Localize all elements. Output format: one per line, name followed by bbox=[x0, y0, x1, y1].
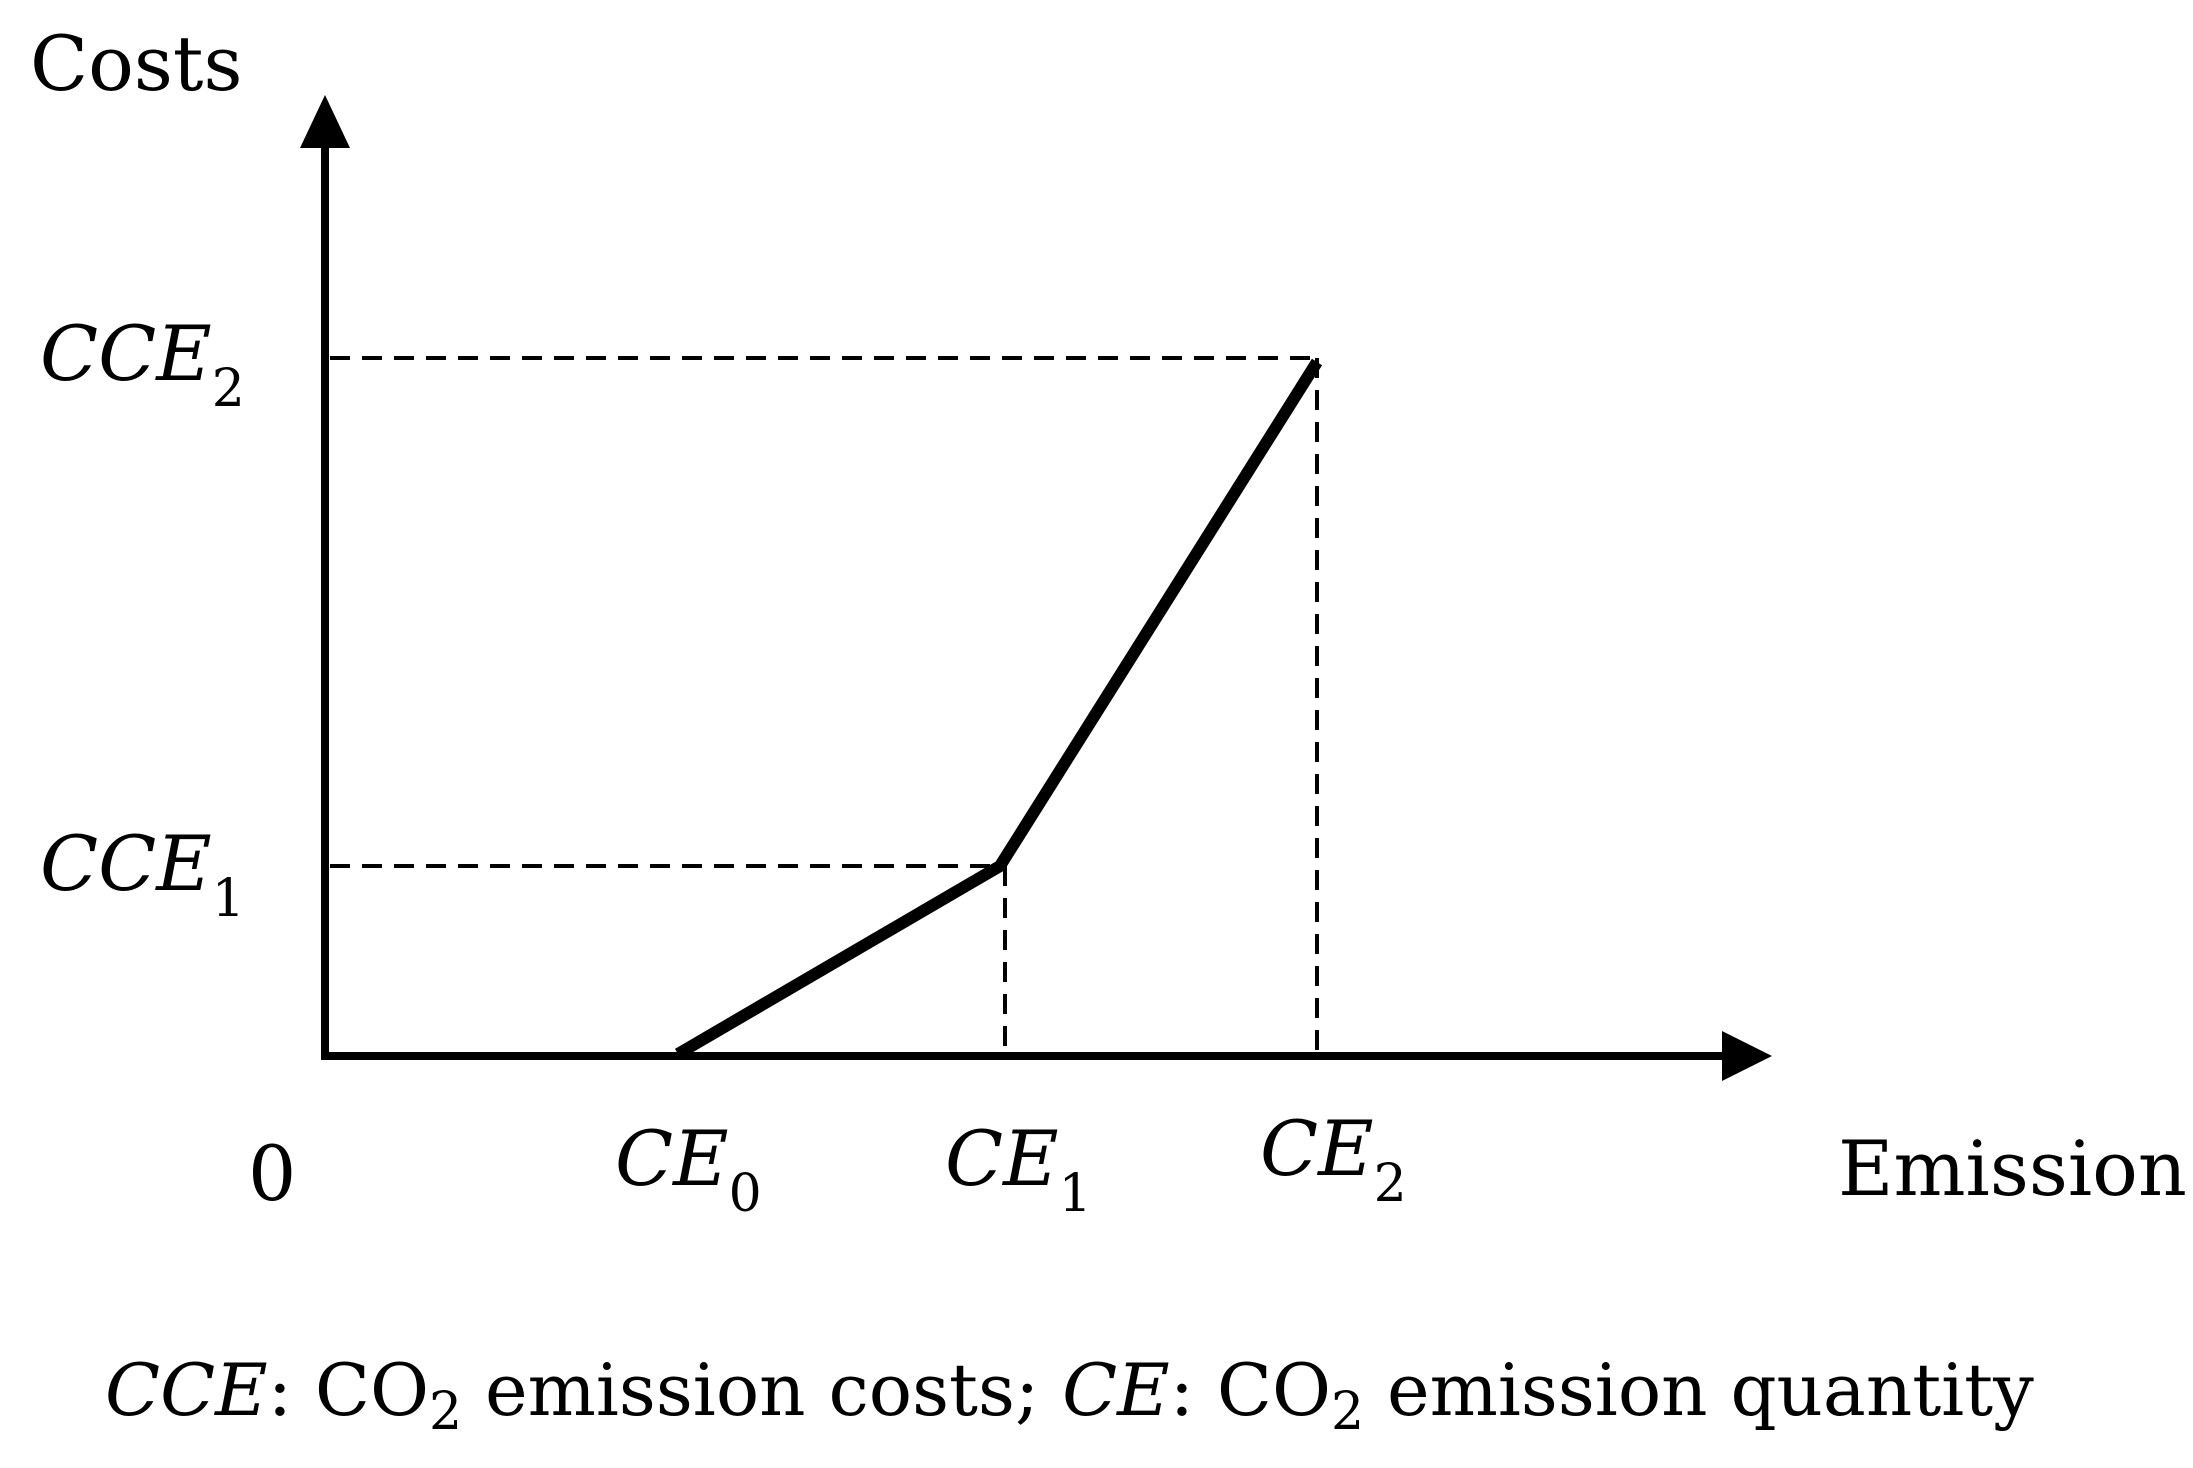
x-tick-ce0: CE0 bbox=[615, 1114, 762, 1224]
y-tick-cce2-sub: 2 bbox=[212, 359, 245, 419]
caption-def1-a: : CO bbox=[268, 1348, 429, 1432]
caption-def1-sub: 2 bbox=[429, 1382, 462, 1442]
caption-term-ce: CE bbox=[1062, 1348, 1170, 1432]
emission-cost-curve bbox=[674, 358, 1323, 1060]
x-tick-ce1: CE1 bbox=[945, 1114, 1092, 1224]
y-axis-label: Costs bbox=[30, 19, 242, 108]
x-tick-ce0-main: CE bbox=[615, 1114, 729, 1203]
origin-label: 0 bbox=[248, 1129, 296, 1218]
caption-term-cce: CCE bbox=[105, 1348, 268, 1432]
x-axis-arrowhead bbox=[1722, 1031, 1772, 1081]
guide-lines bbox=[330, 356, 1319, 1056]
y-tick-cce2-main: CCE bbox=[40, 309, 212, 398]
x-axis-label: Emission bbox=[1838, 1124, 2187, 1213]
x-tick-ce2: CE2 bbox=[1260, 1104, 1407, 1214]
caption-def1-b: emission costs; bbox=[462, 1348, 1062, 1432]
caption-def2-a: : CO bbox=[1170, 1348, 1331, 1432]
y-tick-cce1-sub: 1 bbox=[212, 869, 245, 929]
x-tick-ce0-sub: 0 bbox=[729, 1164, 762, 1224]
y-tick-cce1: CCE1 bbox=[40, 819, 245, 929]
y-tick-cce1-main: CCE bbox=[40, 819, 212, 908]
x-tick-ce1-main: CE bbox=[945, 1114, 1059, 1203]
y-tick-cce2: CCE2 bbox=[40, 309, 245, 419]
x-tick-ce2-sub: 2 bbox=[1374, 1154, 1407, 1214]
caption-def2-sub: 2 bbox=[1331, 1382, 1364, 1442]
x-tick-ce1-sub: 1 bbox=[1059, 1164, 1092, 1224]
caption-def2-b: emission quantity bbox=[1364, 1348, 2034, 1432]
y-axis-arrowhead bbox=[300, 95, 350, 148]
x-tick-ce2-main: CE bbox=[1260, 1104, 1374, 1193]
figure-caption: CCE: CO2 emission costs; CE: CO2 emissio… bbox=[105, 1348, 2034, 1442]
